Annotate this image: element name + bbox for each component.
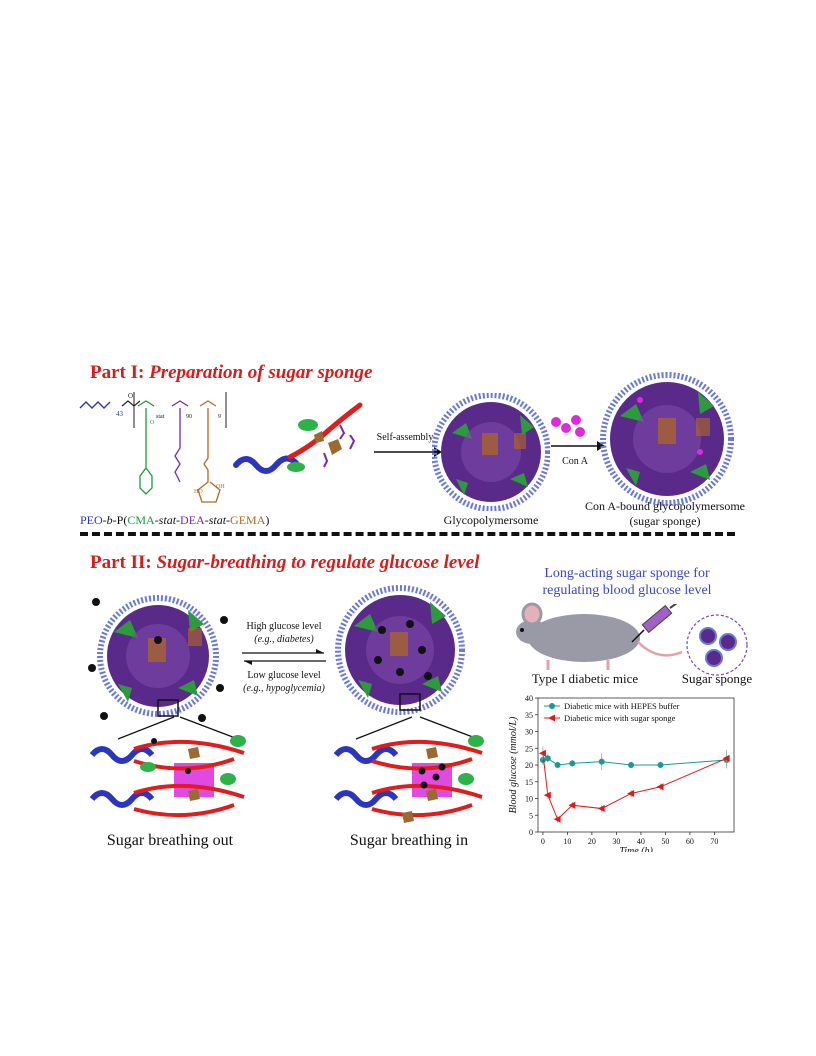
con-a-label: Con A [562,456,588,467]
con-a-molecule-icon [551,415,585,437]
x-tick-label: 10 [563,837,571,846]
polymer-structure-diagram: 43 O O stat 90 HO OH 9 [79,392,227,503]
glycopolymersome-label: Glycopolymersome [443,513,539,527]
mouse-label: Type I diabetic mice [531,671,639,686]
y-tick-label: 40 [525,694,533,703]
stat2-text: -stat- [204,513,231,527]
x-tick-label: 40 [637,837,645,846]
sugar-breathing-out-label: Sugar breathing out [106,832,234,849]
b-text: -b- [102,513,117,527]
x-tick-label: 60 [686,837,694,846]
cma-text: CMA [127,513,155,527]
data-point-sponge [553,815,561,823]
data-point-sponge [627,789,635,797]
polymer-name-label: PEO-b-P(CMA-stat-DEA-stat-GEMA) [80,513,269,528]
stat1-text: -stat- [154,513,181,527]
part2-title: Part II: Sugar-breathing to regulate glu… [90,552,479,574]
dea-subscript: 90 [186,414,192,420]
glycopolymersome-vesicle [432,393,550,511]
zoom-cartoon-in [333,716,484,823]
data-point-hepes [544,755,551,762]
y-tick-label: 10 [525,795,533,804]
x-tick-label: 0 [541,837,545,846]
peo-text: PEO [80,513,103,527]
legend-label-0: Diabetic mice with HEPES buffer [564,701,680,711]
p-text: P( [116,513,128,527]
svg-text:OH: OH [216,484,225,490]
cma-subscript: stat [156,414,165,420]
sugar-sponge-small-label: Sugar sponge [681,671,753,686]
x-tick-label: 20 [588,837,596,846]
part2-prefix: Part II: [90,552,152,573]
x-axis-label: Time (h) [619,846,653,852]
legend-marker-1 [548,714,555,722]
sugar-sponge-vesicle [600,372,734,506]
x-tick-label: 70 [710,837,718,846]
legend-label-1: Diabetic mice with sugar sponge [564,713,676,723]
y-tick-label: 5 [529,811,533,820]
con-a-arrow [551,441,605,451]
sugar-sponge-label-line2: (sugar sponge) [629,514,701,528]
syringe-icon [631,604,678,643]
y-tick-label: 15 [525,778,533,787]
mouse-illustration [516,602,683,670]
y-tick-label: 20 [525,761,533,770]
sugar-sponge-zoom-circle [686,614,748,676]
long-acting-title-line1: Long-acting sugar sponge for [544,566,710,581]
legend-marker-0 [549,703,555,709]
high-glucose-label-line1: High glucose level [246,621,322,632]
low-glucose-label-line2: (e.g., hypoglycemia) [243,683,325,694]
part2-subtitle: Sugar-breathing to regulate glucose leve… [156,552,480,573]
data-point-hepes [554,762,561,768]
sugar-breathing-in-label: Sugar breathing in [349,832,469,849]
svg-text:O: O [128,392,133,400]
x-tick-label: 30 [612,837,620,846]
data-point-sponge [538,749,546,757]
y-axis-label: Blood glucose (mmol/L) [508,716,519,813]
dea-text: DEA [180,513,205,527]
part1-title: Part I: Preparation of sugar sponge [90,362,372,384]
y-tick-label: 35 [525,711,533,720]
svg-text:HO: HO [194,489,203,495]
sugar-sponge-label-line1: Con A-bound glycopolymersome [585,499,745,513]
vesicle-breathing-out [88,595,228,722]
data-point-hepes [657,762,664,768]
data-point-sponge [656,783,664,791]
data-point-sponge [722,754,730,762]
y-tick-label: 30 [525,728,533,737]
data-point-sponge [568,801,576,809]
section-divider [80,532,735,536]
self-assembly-label: Self-assembly [376,432,434,443]
peo-subscript: 43 [116,410,124,418]
x-tick-label: 50 [661,837,669,846]
data-point-hepes [628,762,635,768]
close-text: ) [265,513,270,527]
svg-text:O: O [150,420,155,426]
series-line-1 [542,753,727,821]
equilibrium-arrows [242,649,326,665]
long-acting-title-line2: regulating blood glucose level [542,583,712,598]
gema-subscript: 9 [218,414,221,420]
y-tick-label: 25 [525,744,533,753]
y-tick-label: 0 [529,828,533,837]
data-point-hepes [598,758,605,765]
part1-prefix: Part I: [90,362,145,383]
data-point-sponge [597,805,605,813]
high-glucose-label-line2: (e.g., diabetes) [254,634,314,645]
data-point-sponge [543,791,551,799]
vesicle-breathing-in [335,585,465,715]
zoom-cartoon-out [89,716,246,818]
gema-text: GEMA [230,513,266,527]
part1-subtitle: Preparation of sugar sponge [149,362,373,383]
low-glucose-label-line1: Low glucose level [247,670,321,681]
polymer-chain-cartoon [233,402,363,474]
data-point-hepes [569,760,576,767]
